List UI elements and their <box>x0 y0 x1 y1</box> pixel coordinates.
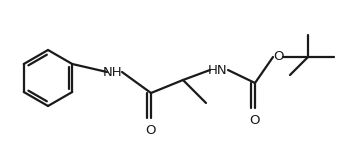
Text: O: O <box>146 124 156 137</box>
Text: HN: HN <box>208 64 228 77</box>
Text: O: O <box>250 114 260 127</box>
Text: O: O <box>273 51 283 64</box>
Text: NH: NH <box>103 66 123 78</box>
